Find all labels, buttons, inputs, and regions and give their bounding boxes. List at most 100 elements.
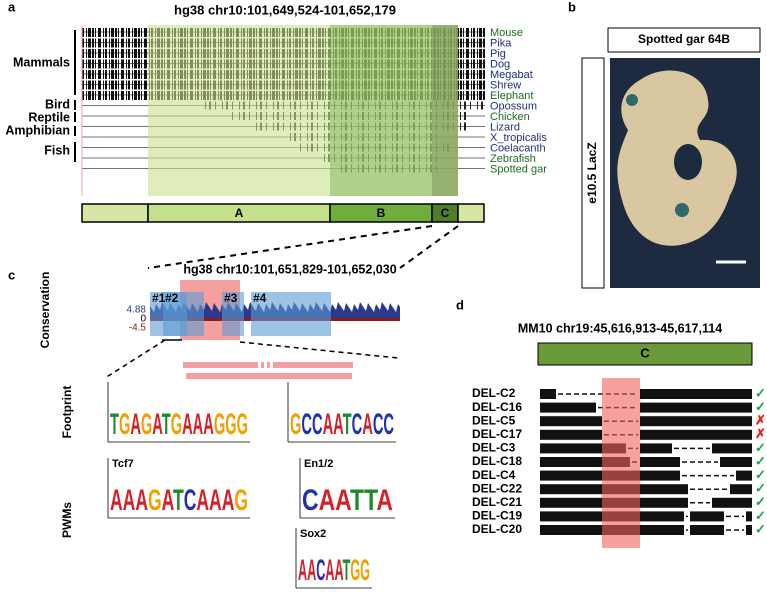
embryo-gap	[674, 144, 702, 180]
panel-label: b	[568, 0, 576, 14]
species-label: Elephant	[490, 90, 533, 102]
track-label: Conservation	[38, 272, 52, 349]
region-box	[457, 203, 485, 223]
region-overlay	[148, 25, 458, 196]
footprint-bar	[183, 362, 353, 368]
logo-sequence: TGAGATGAAAGGG	[110, 408, 248, 441]
deletion-result: ✗	[755, 426, 766, 441]
deletion-kept	[690, 525, 724, 535]
logo-name: En1/2	[304, 458, 333, 470]
logo-sequence: AAAGATCAAAG	[110, 484, 248, 517]
deletion-kept	[640, 402, 752, 413]
footprint-bar	[186, 373, 352, 379]
species-label: Lizard	[490, 121, 520, 133]
deletion-name: DEL-C3	[472, 441, 516, 455]
species-label: Chicken	[490, 111, 530, 123]
deletion-kept	[540, 416, 602, 427]
logo-sequence: AACAATGG	[298, 554, 370, 587]
footprint-gap	[264, 362, 267, 368]
stain	[626, 94, 638, 106]
deletion-name: DEL-C22	[472, 481, 522, 495]
deletion-kept	[540, 429, 602, 440]
panel-a-title: hg38 chr10:101,649,524-101,652,179	[174, 2, 396, 17]
deletion-kept	[640, 443, 672, 454]
species-label: Pika	[490, 37, 512, 49]
deletion-result: ✗	[755, 413, 766, 428]
group-label: Mammals	[13, 55, 70, 69]
deletion-result: ✓	[755, 453, 766, 468]
scale-label: 4.88	[127, 305, 147, 316]
deletion-name: DEL-C17	[472, 427, 522, 441]
deletion-kept	[720, 457, 752, 467]
deletion-kept	[730, 484, 752, 495]
panel-label: c	[8, 267, 15, 282]
deletion-name: DEL-C21	[472, 495, 522, 509]
species-label: Pig	[490, 48, 506, 60]
species-label: Megabat	[490, 69, 533, 81]
zoom-line	[399, 225, 459, 269]
logos: TGAGATGAAAGGG GCCAATCACC Tcf7 AAAGATCAAAG En…	[107, 382, 396, 589]
species-label: Coelacanth	[490, 142, 546, 154]
deletion-name: DEL-C16	[472, 400, 522, 414]
deletion-result: ✓	[755, 481, 766, 496]
deletion-kept	[736, 470, 752, 481]
deletion-kept	[690, 511, 724, 522]
region-label: C	[640, 345, 650, 360]
deletion-result: ✓	[755, 508, 766, 523]
element-box	[163, 292, 187, 336]
deletion-kept	[540, 389, 556, 399]
element-box	[251, 292, 331, 336]
footprint-gap	[270, 362, 273, 368]
region-box	[81, 203, 149, 223]
row-label: PWMs	[60, 502, 74, 538]
deletion-name: DEL-C2	[472, 386, 516, 400]
highlight	[602, 378, 640, 548]
footprint-gap	[258, 362, 261, 368]
panel-b-title: Spotted gar 64B	[638, 32, 730, 46]
deletion-kept	[640, 389, 752, 399]
element-box	[222, 292, 244, 336]
species-label: Opossum	[490, 100, 537, 112]
deletion-kept	[712, 443, 752, 454]
species-label: Shrew	[490, 79, 521, 91]
deletion-kept	[712, 497, 752, 508]
species-label: Spotted gar	[490, 163, 547, 175]
scale-label: -4.5	[129, 323, 147, 334]
element-label: #1	[152, 291, 166, 305]
panel-label: d	[456, 297, 464, 312]
zoom-line	[147, 225, 433, 269]
deletion-kept	[640, 457, 680, 467]
region-overlay	[432, 25, 458, 196]
stage-label: e10.5 LacZ	[585, 142, 599, 203]
deletion-name: DEL-C18	[472, 454, 522, 468]
panel-c-title: hg38 chr10:101,651,829-101,652,030	[183, 262, 396, 276]
deletion-result: ✓	[755, 399, 766, 414]
deletion-kept	[640, 416, 752, 427]
deletion-kept	[746, 525, 752, 535]
region-label: A	[235, 206, 244, 220]
group-label: Fish	[44, 143, 70, 157]
deletion-name: DEL-C20	[472, 522, 522, 536]
element-label: #4	[253, 291, 267, 305]
deletion-kept	[540, 443, 626, 454]
logo-sequence: GCCAATCACC	[290, 408, 394, 441]
element-label: #3	[224, 291, 238, 305]
species-label: Mouse	[490, 27, 523, 39]
deletion-kept	[746, 511, 752, 522]
group-label: Amphibian	[5, 123, 70, 137]
deletion-name: DEL-C19	[472, 509, 522, 523]
deletion-result: ✓	[755, 467, 766, 482]
panel-d-title: MM10 chr19:45,616,913-45,617,114	[518, 321, 722, 335]
title-box	[607, 27, 761, 53]
logo-sequence: CAATTA	[302, 484, 393, 517]
zoom-line	[239, 341, 399, 359]
zoom-line	[104, 339, 166, 379]
deletion-result: ✓	[755, 494, 766, 509]
scale-label: 0	[140, 314, 146, 325]
deletion-kept	[540, 457, 630, 467]
deletion-name: DEL-C5	[472, 413, 516, 427]
deletion-result: ✓	[755, 385, 766, 400]
deletion-result: ✓	[755, 521, 766, 536]
